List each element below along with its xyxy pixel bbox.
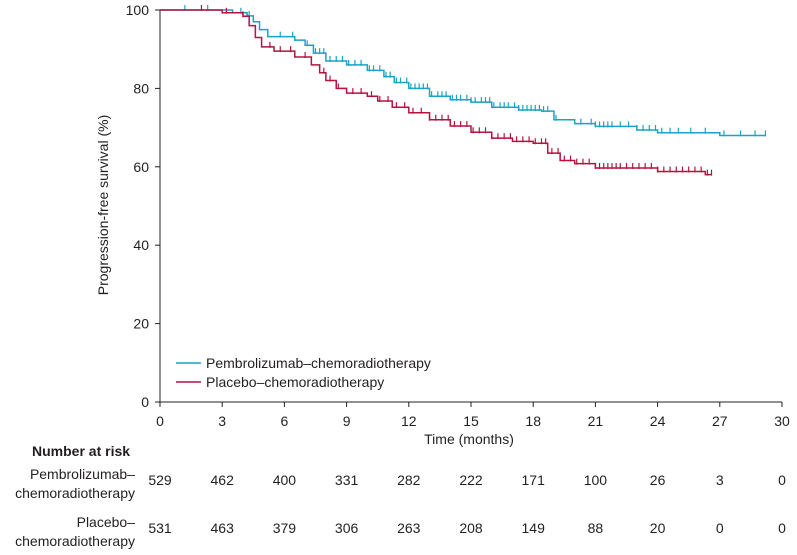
risk-row-label-line2: chemoradiotherapy	[15, 485, 135, 501]
risk-count: 379	[272, 520, 297, 536]
x-tick-label: 30	[774, 413, 790, 429]
y-tick-label: 0	[141, 394, 149, 410]
risk-count: 171	[521, 472, 545, 488]
risk-count: 331	[334, 472, 359, 488]
risk-count: 0	[778, 520, 786, 536]
risk-count: 263	[397, 520, 421, 536]
x-tick-label: 0	[156, 413, 164, 429]
y-tick-label: 20	[133, 316, 149, 332]
axes	[159, 10, 782, 403]
y-ticks: 0 20 40 60 80 100	[126, 2, 160, 410]
risk-table-title: Number at risk	[32, 443, 131, 459]
series-1	[160, 5, 713, 176]
x-tick-label: 24	[650, 413, 666, 429]
y-tick-label: 40	[133, 237, 149, 253]
risk-row-label-line1: Placebo–	[76, 514, 135, 530]
risk-count: 400	[272, 472, 297, 488]
y-tick-label: 80	[133, 80, 149, 96]
x-tick-label: 18	[525, 413, 541, 429]
risk-count: 282	[397, 472, 421, 488]
risk-count: 531	[148, 520, 172, 536]
risk-count: 208	[459, 520, 483, 536]
y-tick-label: 60	[133, 159, 149, 175]
risk-count: 462	[210, 472, 234, 488]
risk-count: 529	[148, 472, 172, 488]
risk-count: 3	[715, 472, 724, 488]
x-tick-label: 27	[712, 413, 728, 429]
risk-row-label-pembrolizumab: Pembrolizumab– chemoradiotherapy	[15, 465, 135, 503]
x-tick-label: 12	[401, 413, 417, 429]
km-curve	[160, 9, 712, 176]
risk-count: 0	[715, 520, 724, 536]
x-axis-title: Time (months)	[424, 431, 514, 447]
risk-count: 306	[334, 520, 359, 536]
risk-count: 20	[649, 520, 666, 536]
x-tick-label: 3	[218, 413, 226, 429]
x-ticks: 0 3 6 9 12 15 18 21 24 27 30	[156, 402, 790, 429]
x-tick-label: 6	[281, 413, 289, 429]
risk-count: 26	[649, 472, 666, 488]
y-axis-title: Progression-free survival (%)	[95, 115, 111, 296]
legend-label-pembrolizumab: Pembrolizumab–chemoradiotherapy	[206, 355, 431, 371]
risk-count: 88	[587, 520, 604, 536]
km-curve	[160, 9, 766, 137]
x-tick-label: 21	[588, 413, 604, 429]
x-tick-label: 15	[463, 413, 479, 429]
risk-count: 222	[459, 472, 483, 488]
survival-curves	[160, 5, 767, 176]
x-tick-label: 9	[343, 413, 351, 429]
series-0	[160, 5, 767, 137]
risk-count: 463	[210, 520, 234, 536]
legend-label-placebo: Placebo–chemoradiotherapy	[206, 374, 384, 390]
risk-count: 149	[521, 520, 545, 536]
risk-row-label-placebo: Placebo– chemoradiotherapy	[15, 513, 135, 551]
legend: Pembrolizumab–chemoradiotherapy Placebo–…	[176, 355, 431, 390]
y-tick-label: 100	[126, 2, 150, 18]
risk-count: 100	[583, 472, 608, 488]
risk-row-label-line2: chemoradiotherapy	[15, 533, 135, 549]
risk-row-label-line1: Pembrolizumab–	[29, 466, 135, 482]
risk-count: 0	[778, 472, 786, 488]
